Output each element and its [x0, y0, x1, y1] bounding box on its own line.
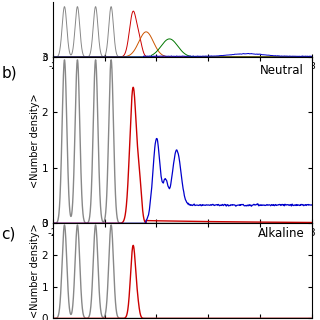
Text: Neutral: Neutral: [260, 64, 304, 77]
Text: b): b): [2, 65, 17, 80]
X-axis label: z-distance (Å): z-distance (Å): [144, 240, 221, 251]
Y-axis label: <Number density>: <Number density>: [30, 224, 40, 318]
Text: Alkaline: Alkaline: [258, 227, 304, 240]
Text: c): c): [2, 226, 16, 241]
Y-axis label: <Number density>: <Number density>: [30, 93, 40, 188]
X-axis label: z-distance (Å): z-distance (Å): [147, 72, 218, 84]
